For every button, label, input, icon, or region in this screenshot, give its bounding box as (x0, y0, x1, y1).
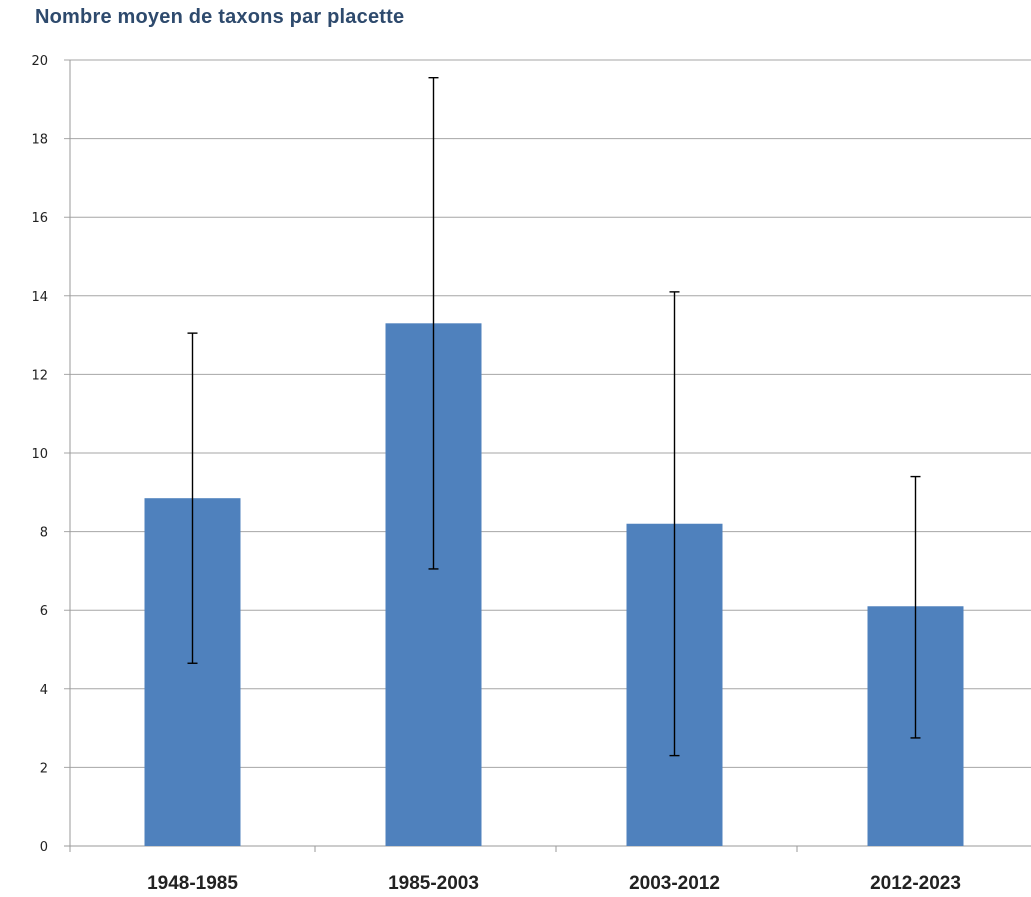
y-tick-label: 16 (31, 211, 48, 226)
y-tick-label: 12 (31, 368, 48, 383)
x-tick-label: 1985-2003 (388, 873, 479, 894)
y-tick-label: 4 (40, 683, 48, 698)
y-tick-label: 6 (40, 604, 48, 619)
x-tick-label: 2003-2012 (629, 873, 720, 894)
y-tick-label: 10 (31, 447, 48, 462)
y-tick-label: 18 (31, 133, 48, 148)
x-tick-label: 1948-1985 (147, 873, 238, 894)
x-tick-label: 2012-2023 (870, 873, 961, 894)
y-tick-labels: 0 2 4 6 8 10 12 14 16 18 20 (31, 54, 48, 855)
x-tick-labels: 1948-1985 1985-2003 2003-2012 2012-2023 (147, 873, 961, 894)
y-tick-label: 8 (40, 526, 48, 541)
chart-title: Nombre moyen de taxons par placette (35, 6, 405, 28)
y-tick-label: 20 (31, 54, 48, 69)
y-tick-label: 14 (31, 290, 48, 305)
y-tick-label: 0 (40, 840, 48, 855)
error-bars (187, 76, 921, 757)
y-tick-label: 2 (40, 761, 48, 776)
